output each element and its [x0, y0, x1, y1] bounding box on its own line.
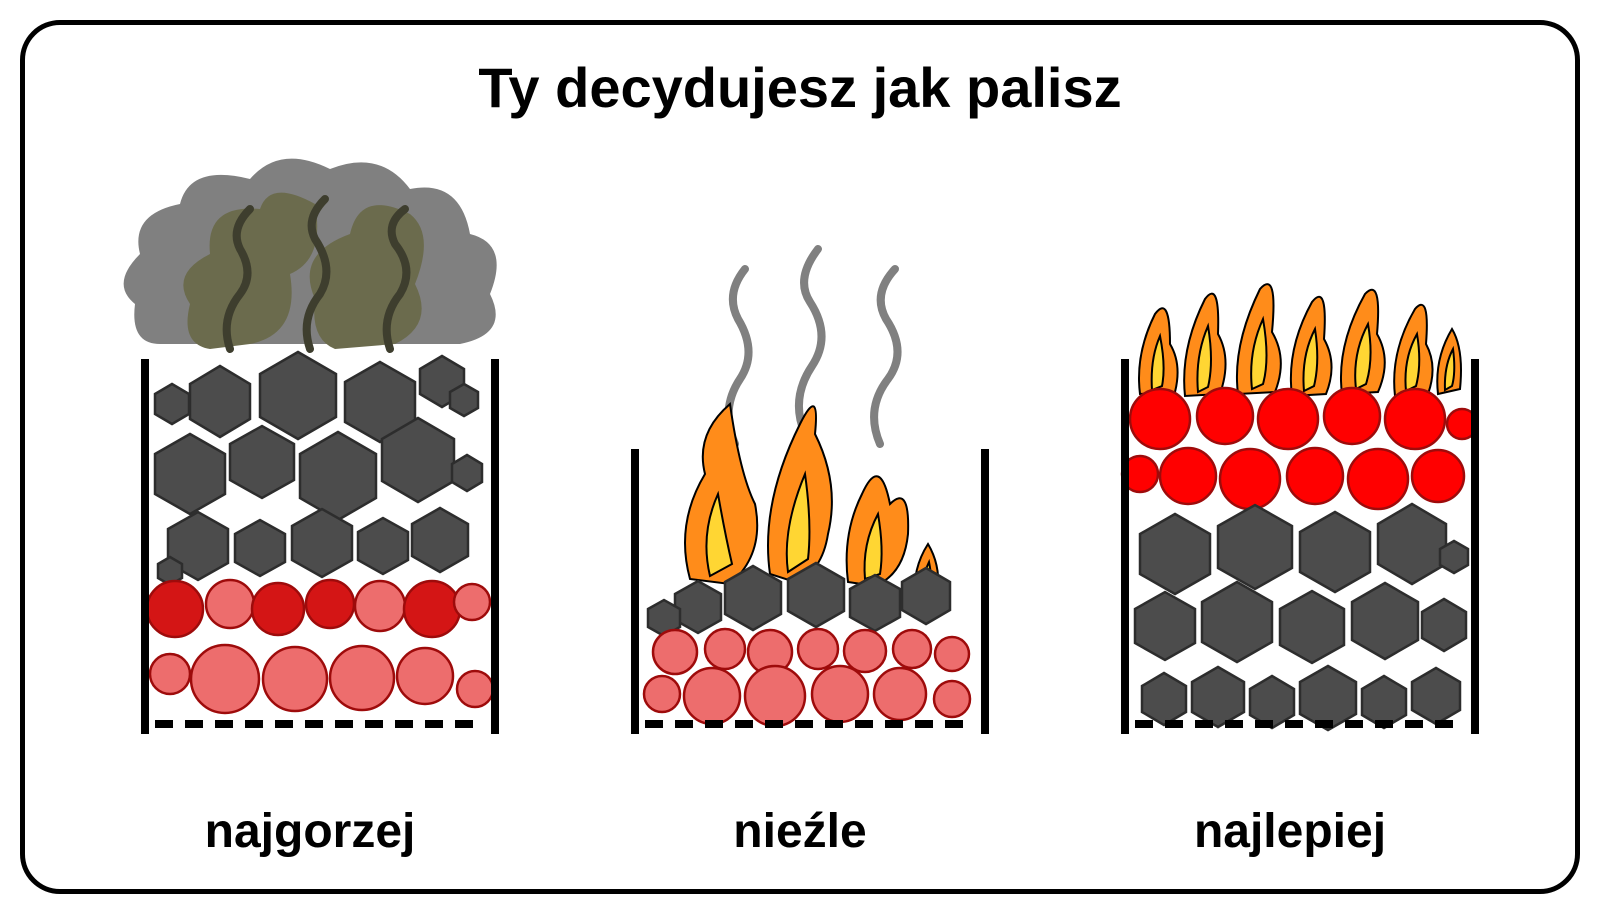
- label-best: najlepiej: [1194, 804, 1386, 859]
- diagram-worst: [100, 134, 520, 774]
- panel-worst: najgorzej: [100, 134, 520, 859]
- flame-icon: [1139, 284, 1461, 396]
- panel-best: najlepiej: [1080, 134, 1500, 859]
- panel-ok: nieźle: [590, 134, 1010, 859]
- infographic-frame: Ty decydujesz jak palisz: [20, 20, 1580, 894]
- ember-layer: [147, 580, 493, 713]
- label-worst: najgorzej: [205, 804, 416, 859]
- panels-row: najgorzej: [65, 130, 1535, 859]
- title: Ty decydujesz jak palisz: [65, 55, 1535, 120]
- diagram-best: [1080, 134, 1500, 774]
- label-ok: nieźle: [733, 804, 866, 859]
- diagram-ok: [590, 134, 1010, 774]
- ember-layer: [1122, 388, 1477, 509]
- coal-layer: [155, 352, 482, 585]
- ember-layer: [644, 629, 970, 726]
- smoke-cloud-icon: [124, 159, 497, 349]
- coal-layer: [1135, 504, 1468, 730]
